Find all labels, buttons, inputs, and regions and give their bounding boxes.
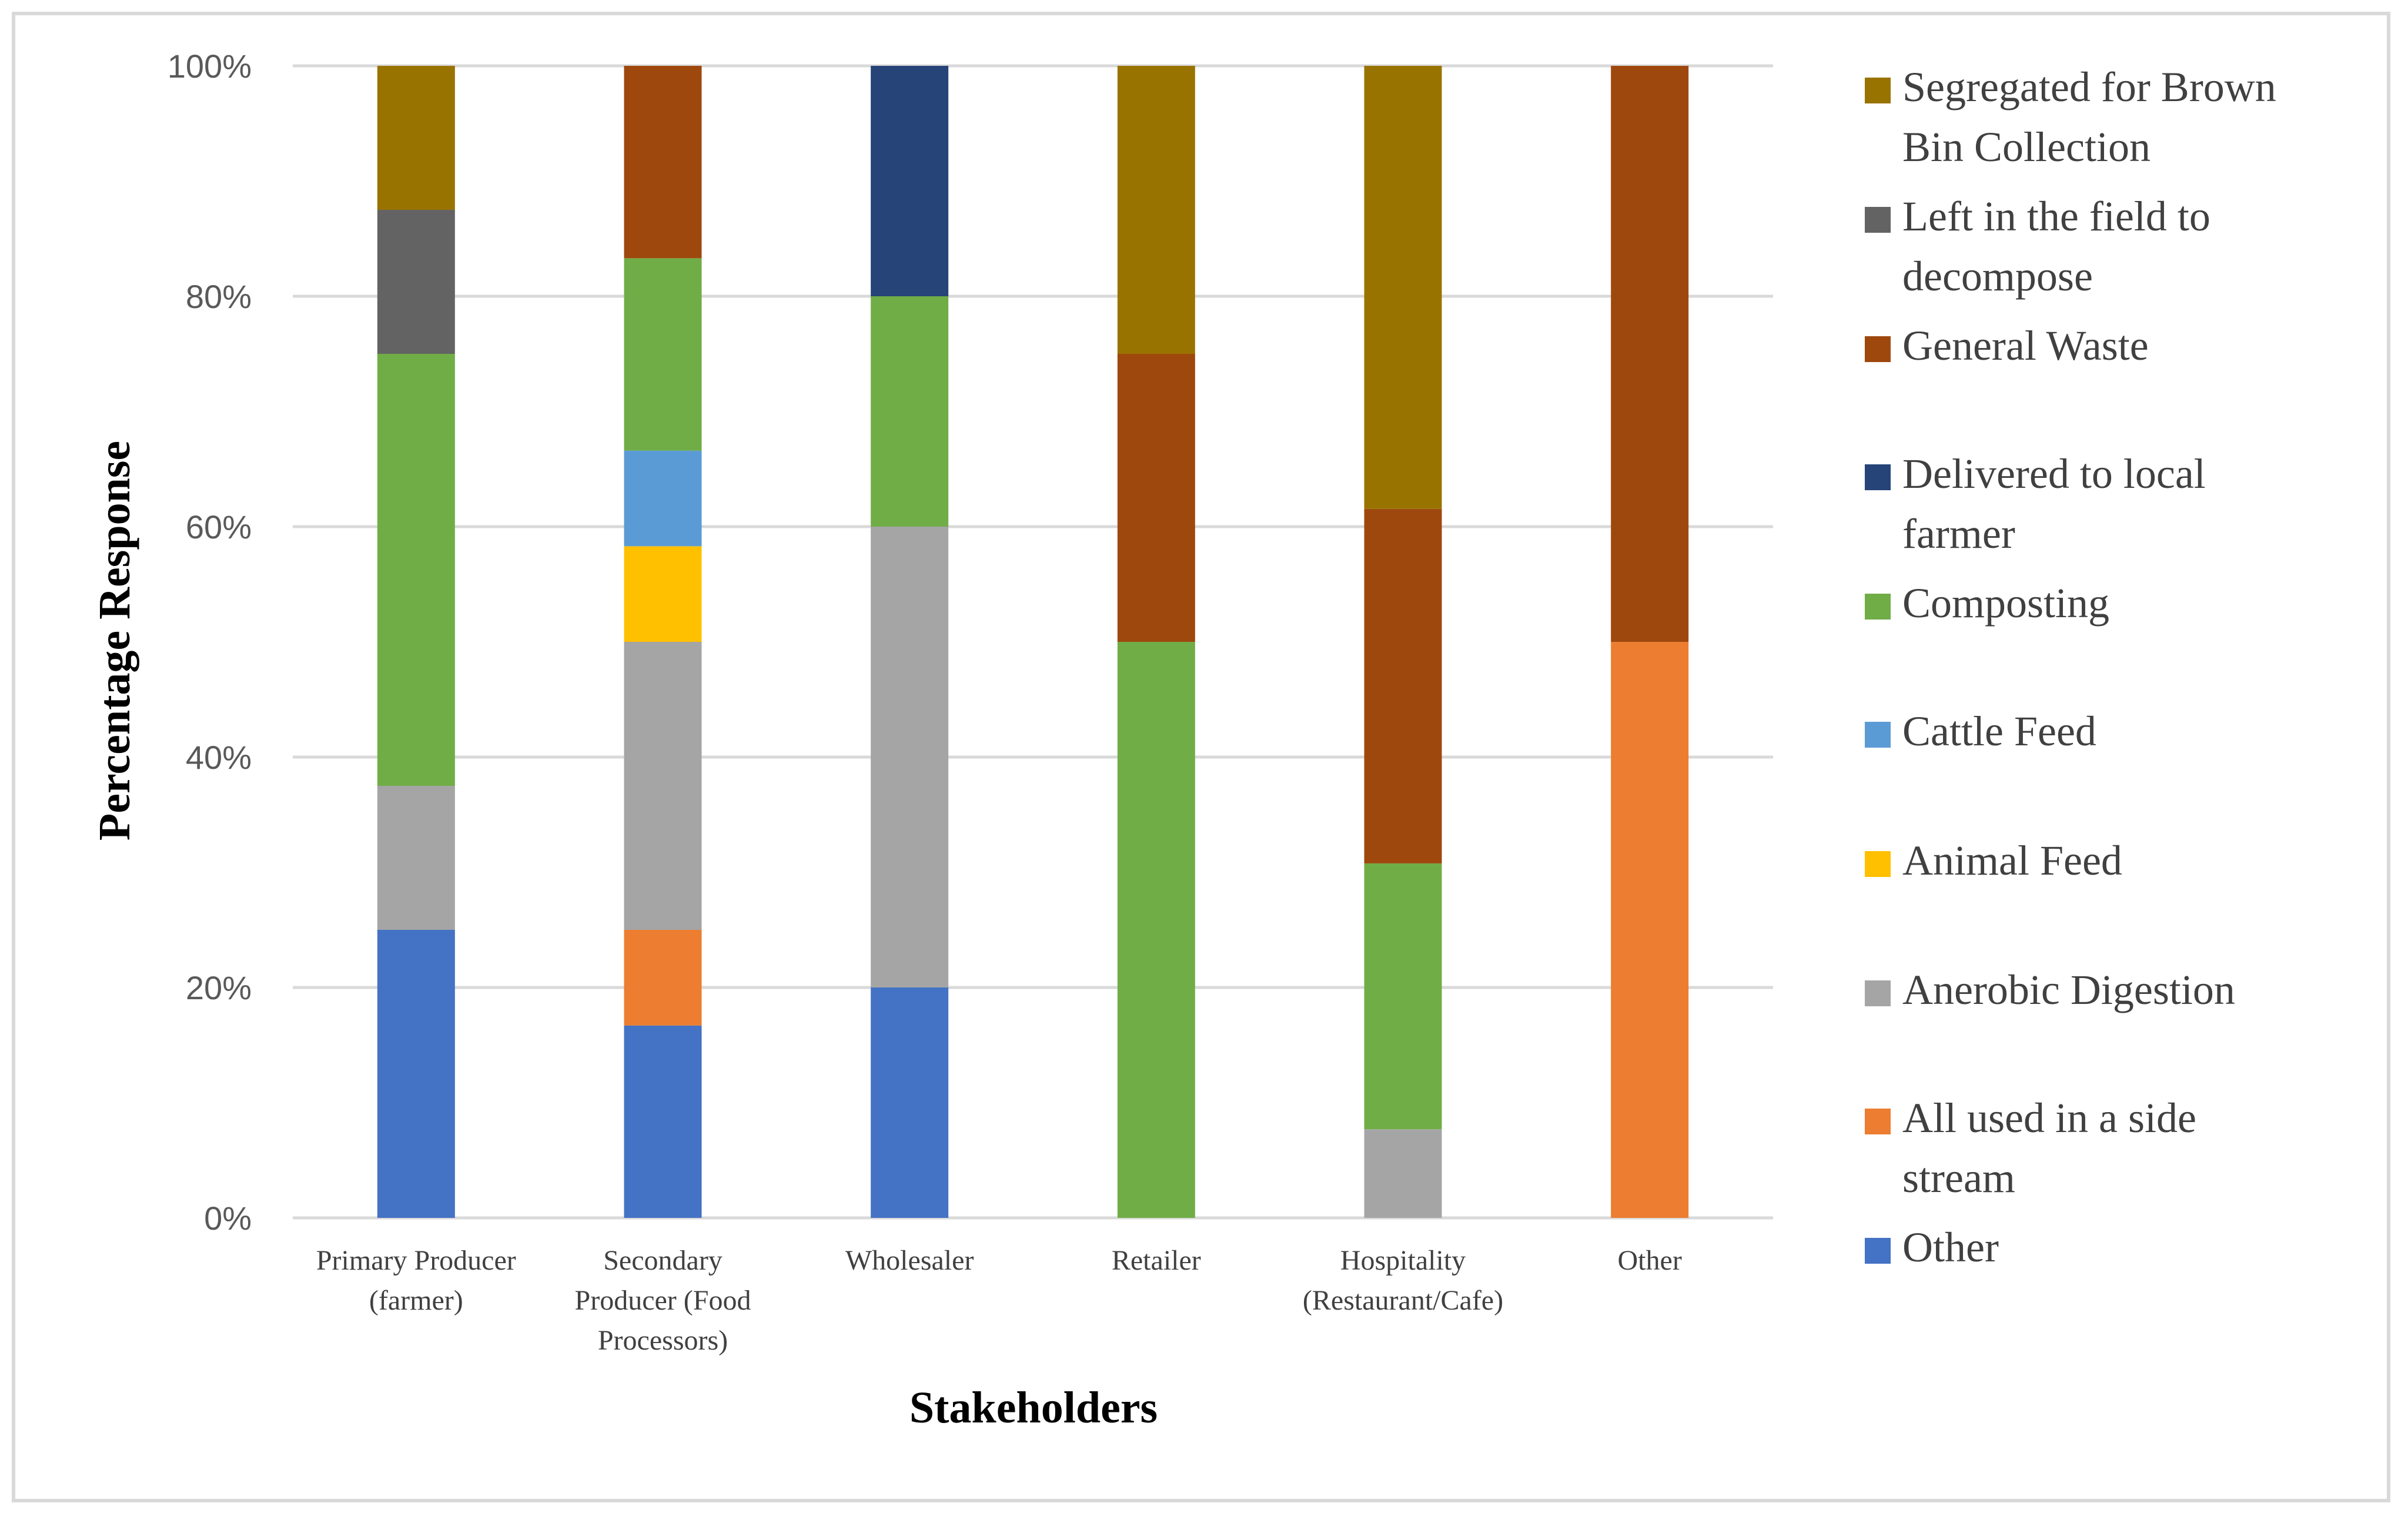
y-tick-label: 60% (186, 508, 252, 545)
x-category-label: Primary Producer (farmer) (316, 1245, 516, 1316)
legend-label: Segregated for Brown Bin Collection (1902, 63, 2276, 170)
legend-label: Anerobic Digestion (1902, 966, 2235, 1013)
x-category-label: Wholesaler (845, 1245, 974, 1276)
bar-segment-anerobic-digestion (624, 642, 702, 930)
legend-swatch (1865, 78, 1891, 103)
bar-segment-left-in-the-field-to-decompose (377, 210, 455, 354)
y-tick-label: 40% (186, 739, 252, 776)
bar-segment-all-used-in-a-side-stream (1611, 642, 1689, 1218)
bar-segment-anerobic-digestion (377, 786, 455, 930)
bar-segment-composting (377, 354, 455, 786)
x-category-label: Other (1618, 1245, 1682, 1276)
legend-label: Other (1902, 1224, 1999, 1271)
legend-swatch (1865, 1109, 1891, 1134)
bar-segment-all-used-in-a-side-stream (624, 930, 702, 1026)
bar-segment-general-waste (1364, 508, 1442, 863)
legend-swatch (1865, 722, 1891, 748)
bar-segment-composting (1117, 642, 1195, 1218)
y-tick-label: 0% (204, 1200, 252, 1237)
legend-label: Delivered to local farmer (1902, 450, 2206, 557)
x-category-label: Secondary Producer (Food Processors) (575, 1245, 751, 1356)
bar-segment-delivered-to-local-farmer (871, 66, 949, 296)
bar-segment-general-waste (1117, 354, 1195, 642)
y-tick-label: 20% (186, 969, 252, 1006)
bar-segment-general-waste (624, 66, 702, 259)
legend-swatch (1865, 1238, 1891, 1264)
legend-swatch (1865, 594, 1891, 620)
bar-segment-composting (871, 296, 949, 527)
bar-segment-animal-feed (624, 546, 702, 642)
legend-label: General Waste (1902, 322, 2149, 369)
legend-swatch (1865, 207, 1891, 233)
bar-segment-segregated-for-brown-bin-collection (1117, 66, 1195, 354)
bar-segment-segregated-for-brown-bin-collection (377, 66, 455, 210)
x-category-label: Hospitality (Restaurant/Cafe) (1303, 1245, 1503, 1316)
bar-segment-cattle-feed (624, 450, 702, 547)
legend-label: All used in a side stream (1902, 1094, 2196, 1201)
legend-swatch (1865, 851, 1891, 877)
legend-swatch (1865, 464, 1891, 490)
legend-label: Composting (1902, 580, 2109, 627)
x-category-label: Retailer (1112, 1245, 1201, 1276)
bar-segment-other (871, 987, 949, 1218)
bar-segment-composting (1364, 863, 1442, 1130)
bar-segment-general-waste (1611, 66, 1689, 642)
y-axis-title: Percentage Response (90, 441, 139, 841)
bar-segment-other (377, 930, 455, 1218)
x-axis-title: Stakeholders (909, 1383, 1158, 1432)
y-tick-label: 80% (186, 278, 252, 315)
bar-segment-anerobic-digestion (1364, 1129, 1442, 1218)
bar-segment-other (624, 1025, 702, 1218)
bar-segment-composting (624, 258, 702, 451)
legend-label: Left in the field to decompose (1902, 193, 2210, 300)
y-tick-label: 100% (168, 48, 252, 85)
legend-label: Cattle Feed (1902, 708, 2096, 755)
legend-label: Animal Feed (1902, 837, 2122, 884)
bar-segment-segregated-for-brown-bin-collection (1364, 66, 1442, 509)
bar-segment-anerobic-digestion (871, 527, 949, 987)
legend-swatch (1865, 336, 1891, 362)
legend-swatch (1865, 980, 1891, 1006)
